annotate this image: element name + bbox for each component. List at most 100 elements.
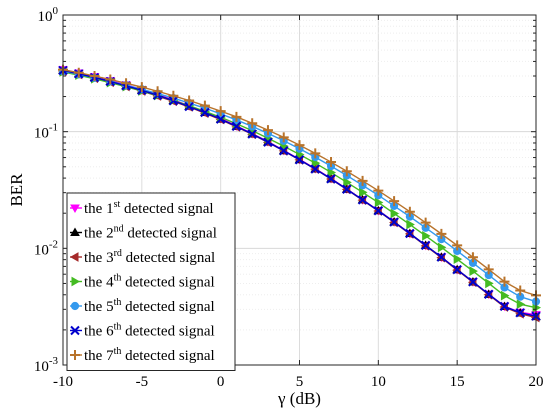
series-6-point <box>436 252 447 262</box>
series-4-point <box>453 254 463 264</box>
series-4-point <box>374 197 384 208</box>
series-7-point <box>199 100 210 111</box>
series-4-point <box>390 208 400 219</box>
series-7-point <box>152 86 163 97</box>
legend-marker <box>70 325 80 336</box>
series-7-point <box>73 67 84 78</box>
series-4-point <box>343 177 352 188</box>
series-6-point <box>200 107 210 118</box>
series-7-point <box>184 95 195 106</box>
y-tick-label: 10-1 <box>34 122 58 142</box>
x-tick-label: 15 <box>450 374 465 390</box>
series-6-point <box>310 164 320 174</box>
series-7-point <box>136 82 147 93</box>
series-6-point <box>215 114 226 124</box>
legend-label: the 7th detected signal <box>84 346 215 364</box>
series-6-point <box>184 101 194 112</box>
legend-marker <box>70 227 80 236</box>
series-6-point <box>468 277 478 287</box>
legend-entry-1: the 1st detected signal <box>70 199 214 217</box>
series-7-point <box>436 228 447 239</box>
legend-marker <box>71 276 81 287</box>
x-tick-label: 0 <box>217 374 225 390</box>
legend-label: the 4th detected signal <box>84 273 215 291</box>
series-4-point <box>406 219 415 230</box>
series-6-point <box>483 289 494 299</box>
series-7-point <box>278 132 289 143</box>
legend-marker <box>70 301 80 311</box>
legend: the 1st detected signal the 2nd detected … <box>66 192 236 371</box>
legend-box <box>66 192 236 371</box>
legend-label: the 2nd detected signal <box>84 224 217 242</box>
legend-entry-7: the 7th detected signal <box>70 346 215 364</box>
legend-label: the 6th detected signal <box>84 322 215 340</box>
series-7-point <box>341 166 352 177</box>
series-6-point <box>231 121 242 132</box>
series-7-point <box>420 217 431 228</box>
series-7-point <box>215 106 226 117</box>
series-7-point <box>231 111 242 122</box>
series-group <box>57 64 542 323</box>
series-7-point <box>404 206 415 217</box>
y-tick-label: 10-3 <box>34 355 59 375</box>
legend-marker <box>70 204 80 214</box>
series-6-point <box>357 195 368 205</box>
y-axis-label: BER <box>7 173 26 207</box>
series-7-point <box>515 285 526 296</box>
legend-entry-4: the 4th detected signal <box>70 273 215 291</box>
x-axis-label: γ (dB) <box>277 389 321 408</box>
series-7-point <box>105 74 116 85</box>
series-6-point <box>279 146 289 156</box>
series-7 <box>58 64 541 301</box>
series-7-point <box>262 125 273 136</box>
series-6-point <box>342 184 352 194</box>
x-tick-labels: -10 -5 0 5 10 15 20 <box>53 374 544 390</box>
y-tick-label: 100 <box>38 5 59 25</box>
series-7-point <box>499 276 510 287</box>
series-7-point <box>373 185 384 196</box>
legend-marker <box>70 350 80 360</box>
series-4-point <box>327 167 337 178</box>
series-4-point <box>422 230 431 241</box>
series-7-point <box>357 175 368 186</box>
series-6-point <box>373 206 384 216</box>
series-6-point <box>499 301 510 312</box>
series-7-point <box>483 264 494 275</box>
series-7-point <box>247 118 258 129</box>
series-4-point <box>516 299 526 310</box>
series-6-point <box>420 240 431 251</box>
legend-label: the 5th detected signal <box>84 297 215 315</box>
x-tick-label: 5 <box>296 374 304 390</box>
series-7-point <box>89 71 100 82</box>
series-7-point <box>121 78 132 89</box>
series-6-point <box>405 228 415 239</box>
series-4-point <box>469 266 478 276</box>
series-6-point <box>247 129 257 139</box>
axis-ticks <box>62 15 537 366</box>
legend-entry-6: the 6th detected signal <box>70 322 215 340</box>
y-tick-label: 10-2 <box>34 238 58 258</box>
series-7-point <box>168 90 179 101</box>
legend-entry-5: the 5th detected signal <box>70 297 215 315</box>
series-6-point <box>515 308 525 318</box>
series-6-point <box>294 155 305 165</box>
x-tick-label: 20 <box>529 374 544 390</box>
legend-entry-2: the 2nd detected signal <box>70 224 217 242</box>
series-6-point <box>263 137 273 147</box>
series-4-point <box>500 290 510 301</box>
series-4-point <box>359 187 368 198</box>
series-7-point <box>310 148 321 159</box>
x-tick-label: -10 <box>53 374 73 390</box>
legend-label: the 1st detected signal <box>84 199 214 217</box>
series-4-point <box>437 242 447 253</box>
series-7-point <box>467 252 478 263</box>
series-4-point <box>485 278 494 289</box>
series-7-point <box>294 140 305 151</box>
x-tick-label: -5 <box>136 374 149 390</box>
y-tick-labels: 100 10-1 10-2 10-3 <box>34 5 59 375</box>
series-7-point <box>452 240 463 251</box>
series-6-point <box>452 264 462 275</box>
x-tick-label: 10 <box>371 374 386 390</box>
legend-entry-3: the 3rd detected signal <box>69 248 215 266</box>
